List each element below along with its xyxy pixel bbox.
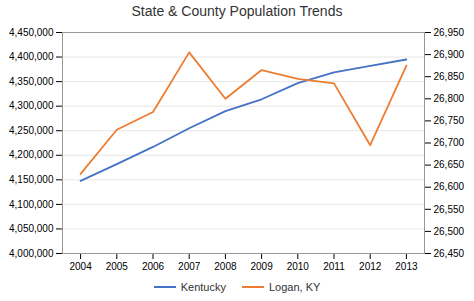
svg-text:2011: 2011 <box>323 261 345 272</box>
svg-text:2007: 2007 <box>178 261 201 272</box>
svg-text:4,450,000: 4,450,000 <box>9 27 54 38</box>
svg-text:26,700: 26,700 <box>434 137 465 148</box>
svg-text:26,850: 26,850 <box>434 71 465 82</box>
html-text:State & County Population Tren: State & County Population Trends <box>131 3 343 19</box>
svg-text:2008: 2008 <box>214 261 237 272</box>
html-text:Logan, KY: Logan, KY <box>268 281 321 293</box>
svg-text:4,150,000: 4,150,000 <box>9 174 54 185</box>
svg-text:4,100,000: 4,100,000 <box>9 199 54 210</box>
svg-text:4,000,000: 4,000,000 <box>9 248 54 259</box>
svg-text:26,800: 26,800 <box>434 93 465 104</box>
svg-text:26,650: 26,650 <box>434 159 465 170</box>
svg-text:26,600: 26,600 <box>434 181 465 192</box>
svg-text:2012: 2012 <box>359 261 382 272</box>
svg-text:26,550: 26,550 <box>434 204 465 215</box>
svg-text:26,500: 26,500 <box>434 226 465 237</box>
svg-text:26,900: 26,900 <box>434 49 465 60</box>
svg-text:26,450: 26,450 <box>434 248 465 259</box>
svg-text:26,750: 26,750 <box>434 115 465 126</box>
svg-text:4,200,000: 4,200,000 <box>9 149 54 160</box>
svg-text:4,250,000: 4,250,000 <box>9 125 54 136</box>
svg-text:2005: 2005 <box>106 261 129 272</box>
svg-text:4,300,000: 4,300,000 <box>9 100 54 111</box>
svg-text:4,350,000: 4,350,000 <box>9 76 54 87</box>
svg-text:26,950: 26,950 <box>434 27 465 38</box>
svg-text:2009: 2009 <box>250 261 273 272</box>
svg-text:4,400,000: 4,400,000 <box>9 51 54 62</box>
html-text:Kentucky: Kentucky <box>180 281 226 293</box>
svg-text:2013: 2013 <box>395 261 418 272</box>
svg-text:2004: 2004 <box>69 261 92 272</box>
svg-text:4,050,000: 4,050,000 <box>9 223 54 234</box>
svg-text:2010: 2010 <box>287 261 310 272</box>
svg-text:2006: 2006 <box>142 261 165 272</box>
